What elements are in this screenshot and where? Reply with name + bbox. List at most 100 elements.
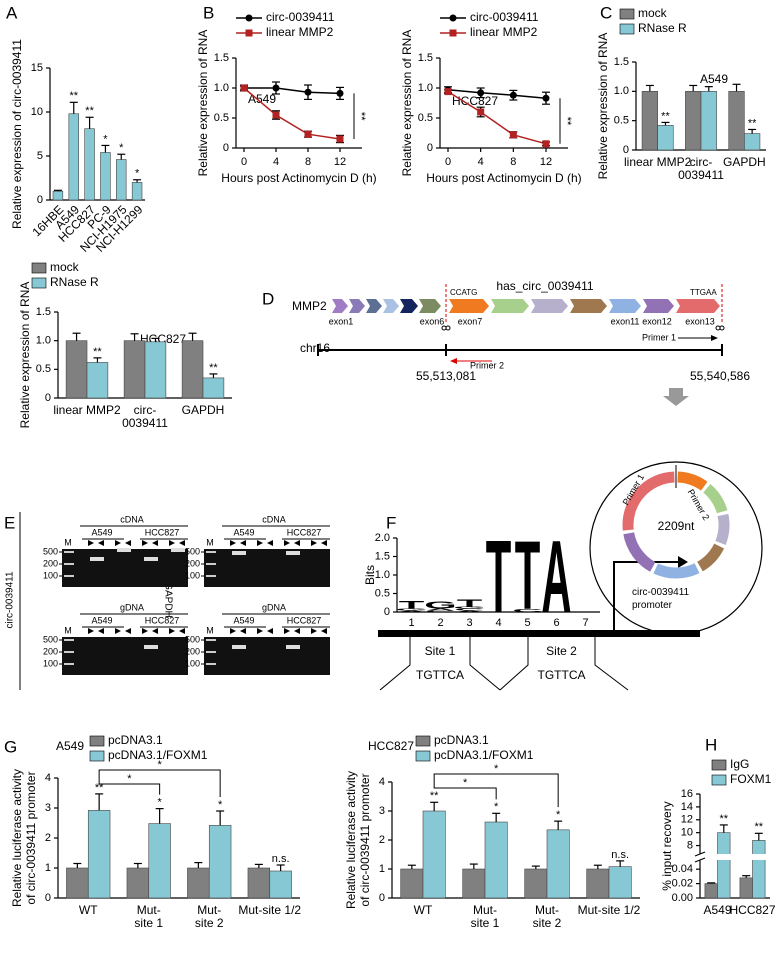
site-name: Site 2 [546,644,577,658]
template-label: gDNA [262,602,286,612]
cell-line: HCC827 [145,615,180,625]
y-tick-label: 3 [379,805,385,817]
ladder-band [64,563,74,565]
y-axis-label: Relative expression of RNA [196,30,210,177]
legend-label: mock [638,6,668,20]
primer-icon [98,628,104,634]
x-tick-label: 4 [273,156,279,168]
site-sequence: TGTTCA [538,668,586,682]
point [245,14,253,22]
size-label: 500 [185,546,200,556]
legend-swatch [619,8,635,20]
point [449,14,457,22]
bar [65,340,88,399]
dna-band [117,548,131,552]
logo-letter: C [454,608,484,611]
primer-icon [257,540,263,546]
y-axis-label: Relative luciferase activity [344,771,358,909]
primer-icon [294,540,300,546]
primer-icon [294,628,300,634]
x-tick-label: circ-0039411 [678,155,724,182]
position-label: 4 [495,617,501,629]
bar [586,868,610,899]
significance-label: ** [748,117,757,129]
cell-line: A549 [91,615,112,625]
bar [148,823,171,899]
exon [400,299,418,313]
cell-line: HCC827 [287,527,322,537]
exon-label: exon13 [685,316,715,326]
y-tick-label: 1.5 [36,306,51,318]
promoter-label-line: circ-0039411 [632,587,690,598]
y-tick-label: 5 [37,150,43,162]
exon [383,299,399,313]
x-tick-label: 8 [305,156,311,168]
y-axis-label: Relative luciferase activity [10,769,24,907]
y-tick-label: 0.02 [672,878,693,890]
position-label: 3 [466,617,472,629]
x-tick-label-line: site 2 [533,916,562,930]
exon-label: exon11 [611,316,640,326]
x-tick-label: GAPDH [182,403,225,417]
bar [484,821,508,899]
subtitle: HCC827 [368,739,414,753]
primer-label: Primer 1 [642,332,676,342]
logo-letter: G [395,608,427,611]
junction-seq: TTGAA [690,288,717,297]
primer-icon [230,628,236,634]
bar [66,867,89,899]
y-tick-label: 2.0 [375,532,390,544]
x-tick-label: HCC827 [729,903,775,917]
exon [332,299,348,313]
cell-line: A549 [233,527,254,537]
x-tick-label: 0 [445,156,451,168]
template-label: cDNA [262,514,286,524]
point [272,84,280,92]
y-tick-label: 1.0 [418,82,433,94]
junction-seq: CCATG [450,288,477,297]
primer-icon [115,628,121,634]
primer-icon [179,540,185,546]
ladder-band [206,551,216,553]
promoter-label-line: promoter [632,600,673,611]
bar [84,128,95,201]
y-tick-label: 0.5 [214,112,229,124]
primer-icon [240,540,246,546]
ladder-band [64,575,74,577]
logo-letter: G [424,600,456,611]
bar [700,91,717,151]
exon [366,299,382,313]
dna-band [144,645,158,649]
legend-label: pcDNA3.1/FOXM1 [434,748,534,762]
y-tick-label: 15 [31,62,43,74]
legend-swatch [415,750,431,762]
gel [62,637,188,675]
site-sequence: TGTTCA [416,668,464,682]
primer-icon [321,628,327,634]
y-tick-label: 16 [681,788,693,800]
dna-band [232,645,246,649]
bar [728,91,745,151]
point [477,89,485,97]
ladder-band [64,651,74,653]
ladder-band [206,575,216,577]
y-axis-label: of circ-0039411 promoter [24,771,38,904]
y-tick-label: 1.5 [614,56,629,68]
x-tick-label-line: Mut- [473,903,497,917]
significance-label: * [494,801,499,813]
y-axis-label: Relative expression of RNA [596,33,610,180]
legend-swatch [89,750,105,762]
axis-break-mark [694,857,706,863]
logo-letter: A [454,610,484,612]
legend-label: IgG [730,757,749,771]
circ-segment [677,471,708,491]
bracket [433,773,559,808]
primer-icon [142,540,148,546]
y-tick-label: 1.0 [214,82,229,94]
legend-swatch [89,735,105,747]
significance-label: * [157,797,162,809]
logo-letter: A [541,519,571,634]
circ-segment [653,563,700,579]
size-label: 500 [43,546,58,556]
bar [144,341,167,399]
